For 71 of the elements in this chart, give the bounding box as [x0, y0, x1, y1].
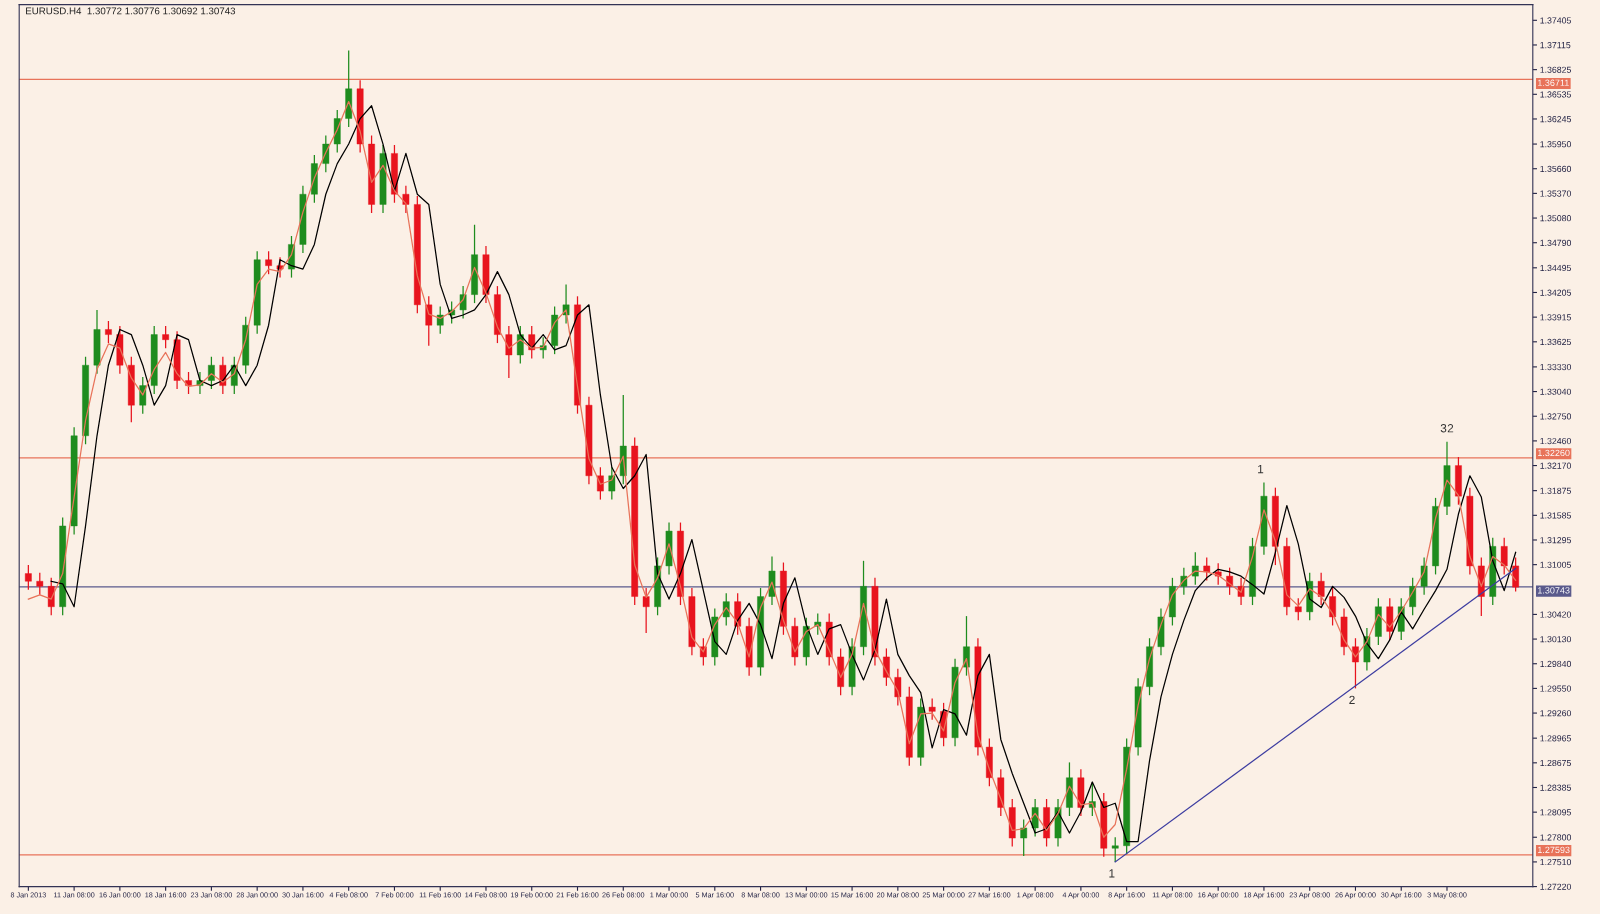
- y-tick-label: 1.28095: [1540, 809, 1572, 816]
- chart-title: EURUSD.H4 1.30772 1.30776 1.30692 1.30743: [26, 7, 236, 15]
- y-tick-label: 1.27510: [1540, 858, 1572, 866]
- candlestick: [642, 587, 650, 634]
- ref-line-label: 1.30743: [1538, 587, 1570, 594]
- y-tick-label: 1.35660: [1540, 165, 1572, 172]
- y-tick-label: 1.28675: [1540, 759, 1572, 767]
- candlestick: [1329, 587, 1336, 627]
- y-tick-label: 1.36825: [1540, 66, 1572, 73]
- y-tick-label: 1.31585: [1540, 512, 1572, 519]
- y-tick-label: 1.36535: [1540, 91, 1572, 98]
- y-tick-label: 1.33915: [1540, 314, 1572, 321]
- y-tick-label: 1.34205: [1540, 289, 1572, 296]
- y-tick-label: 1.36245: [1540, 116, 1572, 123]
- y-tick-label: 1.32750: [1540, 413, 1572, 420]
- candlestick: [505, 325, 513, 379]
- candlestick: [208, 356, 215, 390]
- y-tick-label: 1.31875: [1540, 487, 1572, 494]
- ref-line-label: 1.27593: [1538, 846, 1570, 854]
- candlestick: [1111, 836, 1119, 863]
- y-tick-label: 1.31295: [1540, 537, 1572, 544]
- candlestick: [722, 592, 730, 627]
- annotation: 2: [1349, 695, 1355, 704]
- y-tick-label: 1.33625: [1540, 338, 1572, 346]
- y-tick-label: 1.32460: [1540, 437, 1572, 445]
- candlestick: [1500, 537, 1508, 576]
- annotation: 1: [1109, 869, 1115, 878]
- y-tick-label: 1.34790: [1540, 239, 1572, 246]
- y-tick-label: 1.33330: [1540, 363, 1572, 371]
- y-tick-label: 1.35950: [1540, 141, 1572, 148]
- candlestick: [265, 250, 272, 275]
- y-tick-label: 1.35080: [1540, 215, 1572, 222]
- y-tick-label: 1.37405: [1540, 17, 1572, 24]
- y-tick-label: 1.27800: [1540, 834, 1572, 841]
- y-tick-label: 1.27220: [1540, 883, 1572, 890]
- candlestick: [1317, 572, 1325, 606]
- candlestick: [162, 325, 169, 349]
- y-tick-label: 1.29840: [1540, 660, 1572, 667]
- y-tick-label: 1.30420: [1540, 611, 1572, 618]
- y-tick-label: 1.28965: [1540, 735, 1572, 742]
- candlestick: [1409, 577, 1417, 616]
- candlestick: [36, 572, 44, 596]
- candlestick: [105, 320, 112, 344]
- y-tick-label: 1.33040: [1540, 388, 1572, 395]
- candlestick: [1020, 818, 1028, 857]
- annotation: 2: [1447, 424, 1454, 433]
- candlestick: [1352, 637, 1359, 690]
- candlestick: [436, 305, 444, 335]
- y-tick-label: 1.31005: [1540, 561, 1572, 568]
- candlestick: [928, 697, 936, 721]
- y-tick-label: 1.34495: [1540, 264, 1572, 272]
- y-tick-label: 1.29260: [1540, 710, 1572, 717]
- annotation: 3: [1440, 424, 1447, 433]
- candlestick: [883, 647, 890, 687]
- y-tick-label: 1.37115: [1540, 42, 1571, 49]
- annotation: 1: [1258, 465, 1264, 474]
- candlestick: [894, 668, 902, 707]
- candlestick: [425, 295, 433, 347]
- candlestick: [963, 615, 970, 677]
- y-tick-label: 1.35370: [1540, 190, 1572, 197]
- candlestick: [47, 577, 55, 616]
- candlestick: [402, 185, 410, 214]
- candlestick: [608, 466, 616, 501]
- y-tick-label: 1.29550: [1540, 685, 1572, 692]
- ref-line-label: 1.36711: [1538, 79, 1569, 86]
- y-tick-label: 1.28385: [1540, 784, 1572, 791]
- y-tick-label: 1.30130: [1540, 636, 1572, 643]
- y-tick-label: 1.32170: [1540, 462, 1572, 469]
- candlestick: [25, 564, 32, 591]
- ref-line-label: 1.32260: [1538, 449, 1570, 457]
- candlestick: [1203, 556, 1211, 582]
